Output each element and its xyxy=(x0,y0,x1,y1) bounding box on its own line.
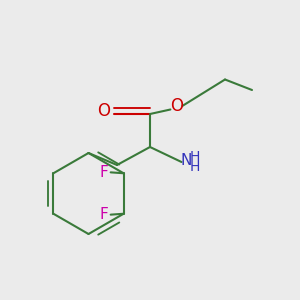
Text: F: F xyxy=(100,165,108,180)
Text: O: O xyxy=(170,97,184,115)
Text: H: H xyxy=(190,160,200,174)
Text: H: H xyxy=(190,150,200,164)
Text: F: F xyxy=(100,207,108,222)
Text: O: O xyxy=(97,102,110,120)
Text: N: N xyxy=(180,153,192,168)
